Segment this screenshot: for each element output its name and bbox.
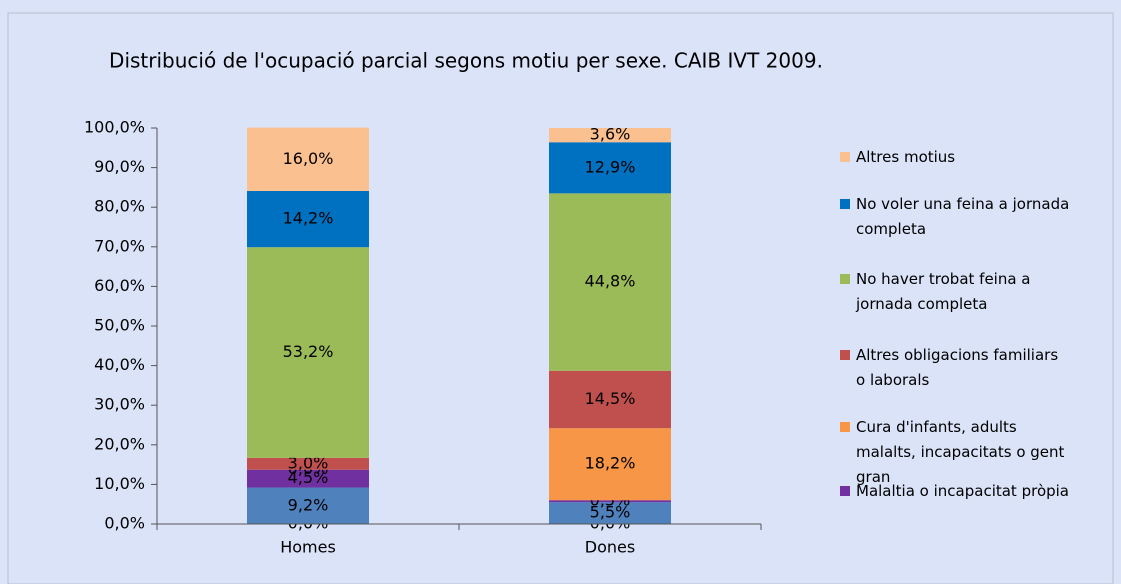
legend-swatch	[840, 274, 850, 284]
data-label: 3,0%	[288, 453, 329, 472]
bar-segment	[247, 247, 369, 458]
bar-segment	[247, 190, 369, 248]
legend-label: No haver trobat feina a jornada completa	[856, 270, 1031, 313]
legend-item: No haver trobat feina a jornada completa	[840, 267, 1071, 317]
legend-swatch	[840, 199, 850, 209]
legend-item: No voler una feina a jornada completa	[840, 192, 1071, 242]
bar-segment	[549, 500, 671, 503]
data-label: 4,5%	[288, 468, 329, 487]
data-label: 3,6%	[590, 125, 631, 144]
legend-swatch	[840, 152, 850, 162]
y-tick-label: 40,0%	[94, 355, 145, 374]
data-label: 18,2%	[585, 454, 636, 473]
data-label: 14,5%	[585, 389, 636, 408]
legend-item: Altres obligacions familiars o laborals	[840, 343, 1071, 393]
data-label: 9,2%	[288, 495, 329, 514]
bar-segment	[549, 193, 671, 371]
data-label: 12,9%	[585, 157, 636, 176]
legend-label: Cura d'infants, adults malalts, incapaci…	[856, 418, 1065, 486]
legend-swatch	[840, 486, 850, 496]
y-tick-label: 0,0%	[104, 514, 145, 533]
legend-label: Malaltia o incapacitat pròpia	[856, 482, 1069, 500]
y-tick-label: 90,0%	[94, 157, 145, 176]
legend-label: Altres motius	[856, 148, 956, 166]
x-tick-label: Homes	[280, 538, 336, 557]
y-tick-label: 60,0%	[94, 276, 145, 295]
bar-segment	[247, 127, 369, 191]
legend-swatch	[840, 350, 850, 360]
y-tick-label: 100,0%	[84, 118, 145, 137]
data-label: 5,5%	[590, 503, 631, 522]
bar-segment	[549, 502, 671, 524]
legend-item: Malaltia o incapacitat pròpia	[840, 479, 1071, 504]
legend-label: No voler una feina a jornada completa	[856, 195, 1070, 238]
legend-item: Cura d'infants, adults malalts, incapaci…	[840, 415, 1071, 490]
y-tick-label: 80,0%	[94, 197, 145, 216]
chart-title: Distribució de l'ocupació parcial segons…	[109, 49, 823, 73]
data-label: 14,2%	[283, 209, 334, 228]
legend-label: Altres obligacions familiars o laborals	[856, 346, 1059, 389]
y-tick-label: 10,0%	[94, 474, 145, 493]
legend-item: Altres motius	[840, 145, 1071, 170]
bar-segment	[549, 370, 671, 429]
bar-segment	[247, 469, 369, 488]
bar-segment	[247, 457, 369, 470]
data-label: 16,0%	[283, 149, 334, 168]
y-tick-label: 50,0%	[94, 316, 145, 335]
y-tick-label: 70,0%	[94, 236, 145, 255]
bar-segment	[247, 487, 369, 524]
data-label: 44,8%	[585, 272, 636, 291]
bar-segment	[549, 128, 671, 143]
x-tick-label: Dones	[585, 538, 635, 557]
data-label: 53,2%	[283, 342, 334, 361]
legend-swatch	[840, 422, 850, 432]
bar-segment	[549, 428, 671, 501]
y-tick-label: 20,0%	[94, 434, 145, 453]
bar-segment	[549, 142, 671, 194]
chart-border	[7, 12, 1114, 584]
y-tick-label: 30,0%	[94, 395, 145, 414]
